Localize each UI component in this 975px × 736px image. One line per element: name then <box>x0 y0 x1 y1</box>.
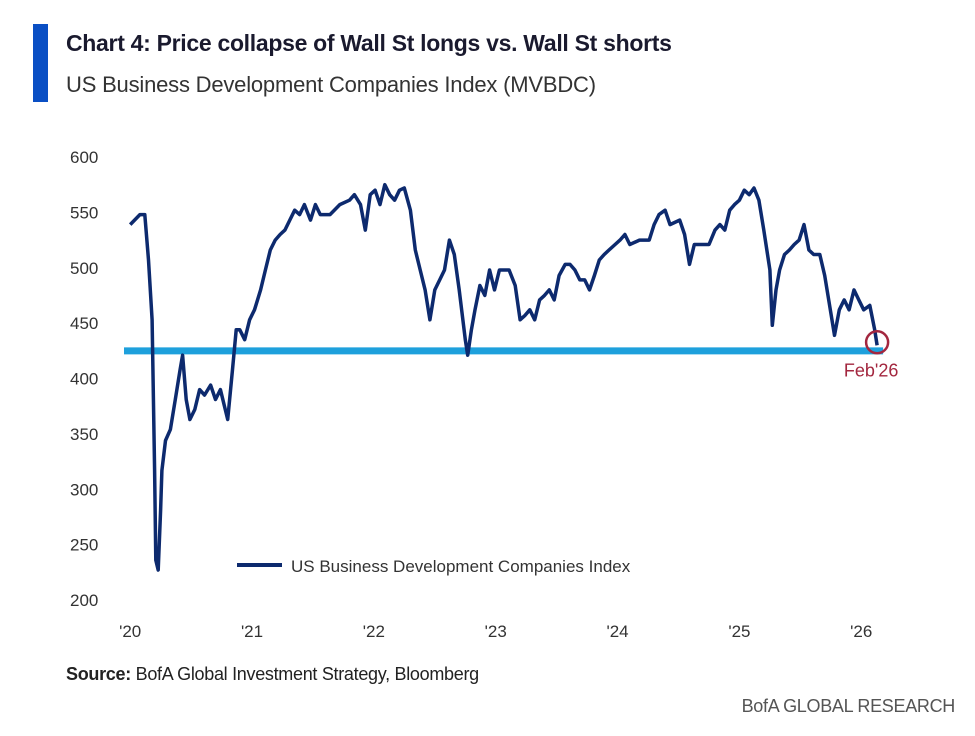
y-tick-label: 200 <box>70 591 98 610</box>
annotation-label: Feb'26 <box>844 360 898 380</box>
y-tick-label: 400 <box>70 370 98 389</box>
source-text: BofA Global Investment Strategy, Bloombe… <box>130 664 480 684</box>
brand-logo-text: BofA GLOBAL RESEARCH <box>741 696 956 716</box>
x-tick-label: '21 <box>241 622 263 641</box>
source-note: Source: BofA Global Investment Strategy,… <box>66 664 479 685</box>
y-tick-label: 500 <box>70 259 98 278</box>
x-tick-label: '20 <box>119 622 141 641</box>
chart-subtitle: US Business Development Companies Index … <box>66 72 596 97</box>
chart-title: Chart 4: Price collapse of Wall St longs… <box>66 30 672 56</box>
y-tick-label: 550 <box>70 203 98 222</box>
y-tick-label: 300 <box>70 480 98 499</box>
annotation-circle <box>864 330 890 355</box>
legend-label: US Business Development Companies Index <box>291 557 631 576</box>
x-tick-label: '25 <box>728 622 750 641</box>
source-label: Source: <box>66 664 131 684</box>
x-tick-label: '22 <box>363 622 385 641</box>
series-line <box>128 182 879 572</box>
x-tick-label: '23 <box>485 622 507 641</box>
y-tick-label: 250 <box>70 536 98 555</box>
y-tick-label: 350 <box>70 425 98 444</box>
y-tick-label: 600 <box>70 148 98 167</box>
accent-bar <box>33 24 48 102</box>
x-tick-label: '24 <box>606 622 628 641</box>
y-tick-label: 450 <box>70 314 98 333</box>
x-tick-label: '26 <box>850 622 872 641</box>
